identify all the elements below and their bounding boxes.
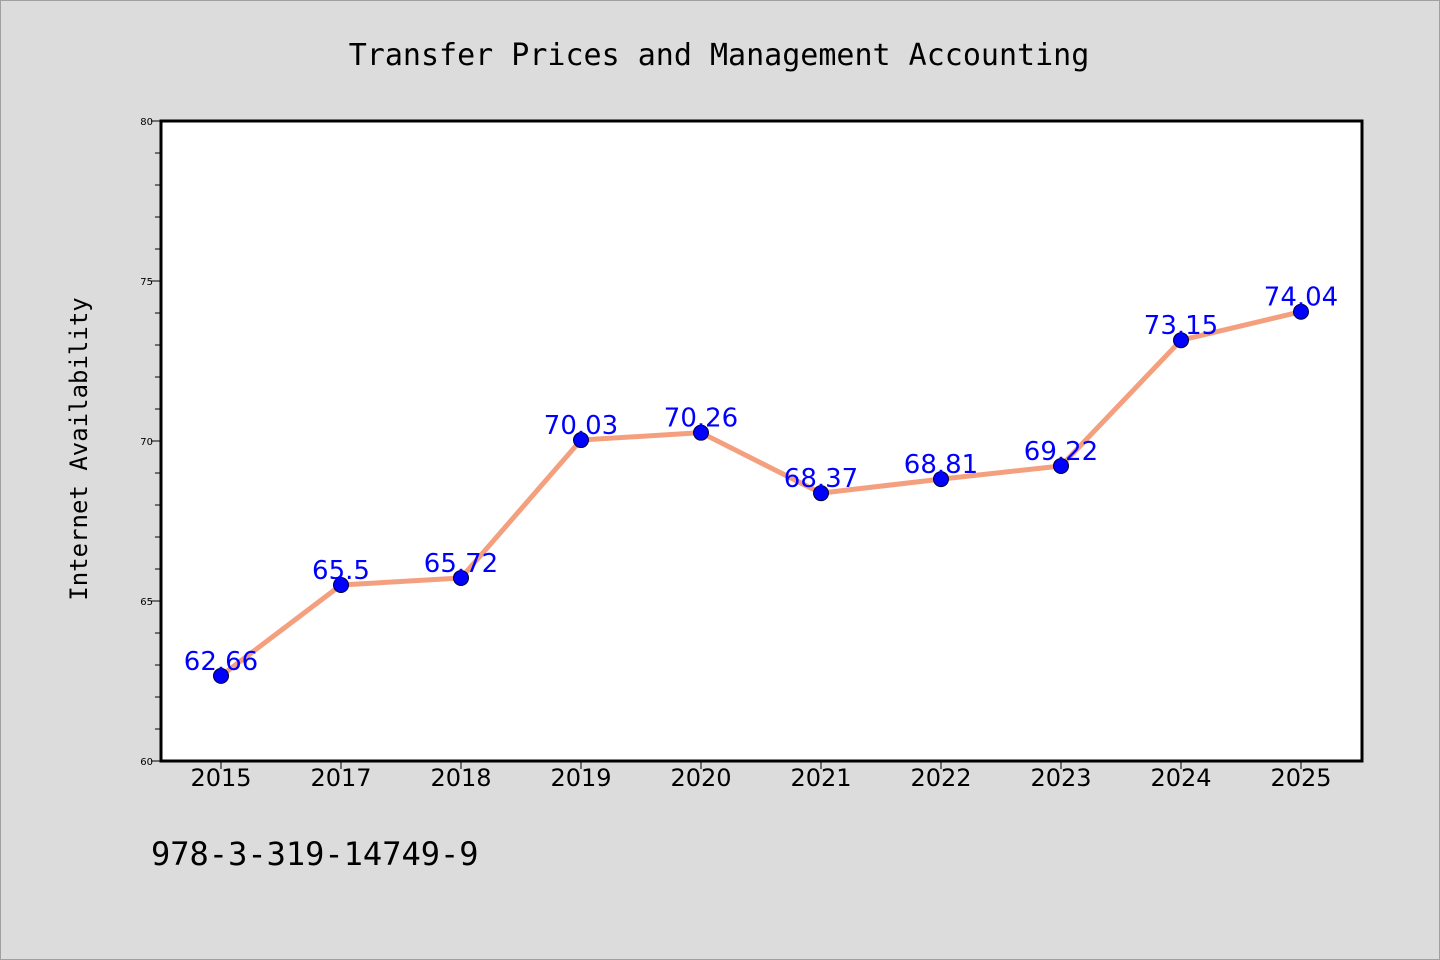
x-tick-label: 2020: [670, 764, 731, 792]
x-tick-label: 2023: [1030, 764, 1091, 792]
y-tick-label: 75: [140, 277, 153, 288]
x-tick-label: 2019: [550, 764, 611, 792]
x-tick-label: 2017: [310, 764, 371, 792]
series-line: [218, 309, 1304, 679]
data-label: 68.81: [904, 450, 978, 480]
data-label: 73.15: [1144, 311, 1218, 341]
y-tick-label: 70: [140, 437, 153, 448]
x-tick-label: 2021: [790, 764, 851, 792]
data-point: [1293, 303, 1309, 320]
x-tick-label: 2015: [190, 764, 251, 792]
x-axis: 2015 2017 2018 2019 2020 2021 2022 2023 2024 2025: [190, 761, 1332, 792]
data-point: [1173, 332, 1189, 349]
data-label: 65.72: [424, 549, 498, 579]
plot-area: [159, 119, 1364, 763]
data-point: [1053, 457, 1069, 474]
y-tick-label: 65: [140, 597, 153, 608]
series-group: [213, 303, 1309, 684]
x-tick-label: 2025: [1270, 764, 1331, 792]
x-tick-label: 2024: [1150, 764, 1211, 792]
y-tick-label: 80: [140, 117, 153, 128]
data-label: 68.37: [784, 464, 858, 494]
data-point: [573, 432, 589, 449]
data-label: 65.5: [312, 556, 370, 586]
data-labels: 62.66 65.5 65.72 70.03 70.26 68.37 68.81 69.22 7…: [184, 283, 1338, 677]
data-point: [453, 569, 469, 586]
y-axis-label: Internet Availability: [65, 297, 93, 600]
chart-title: Transfer Prices and Management Accountin…: [349, 38, 1090, 73]
x-tick-label: 2018: [430, 764, 491, 792]
y-axis: 60 65 70 75 80: [140, 117, 161, 768]
data-point: [693, 424, 709, 441]
data-point: [333, 577, 349, 593]
data-label: 70.03: [544, 411, 618, 441]
y-tick-label: 60: [140, 757, 153, 768]
data-point: [933, 471, 949, 488]
data-point: [813, 485, 829, 502]
data-label: 62.66: [184, 647, 258, 677]
x-tick-label: 2022: [910, 764, 971, 792]
data-label: 74.04: [1264, 283, 1338, 313]
data-label: 70.26: [664, 404, 738, 434]
data-point: [213, 667, 229, 684]
isbn-text: 978-3-319-14749-9: [151, 835, 479, 873]
data-label: 69.22: [1024, 437, 1098, 467]
